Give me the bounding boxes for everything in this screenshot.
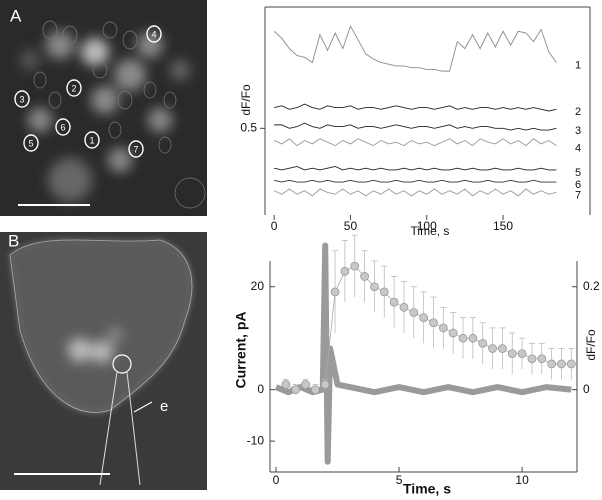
trace-label: 7 (575, 189, 581, 201)
fluorescence-point (360, 272, 369, 281)
fluorescence-point (419, 313, 429, 323)
current-trace (274, 242, 572, 465)
x-tick-label: 0 (273, 473, 280, 487)
y-axis-label: dF/Fo (239, 84, 253, 116)
fluorescence-point (330, 287, 340, 297)
fluorescence-point (507, 349, 517, 359)
y2-tick-label: 0 (583, 382, 590, 396)
y-tick-label: 20 (251, 279, 265, 293)
electrode-label: e (160, 398, 168, 415)
trace-label: 1 (575, 59, 581, 71)
fluorescence-point (291, 385, 301, 395)
trace (274, 103, 557, 112)
fluorescence-point (498, 344, 507, 353)
y2-tick-label: 0.2 (583, 279, 600, 293)
fluorescence-point (478, 338, 488, 348)
cell-label: 7 (133, 144, 138, 154)
fluorescence-point (320, 380, 330, 389)
fluorescence-point (379, 287, 389, 297)
fluorescence-point (340, 266, 350, 276)
x-tick-label: 5 (396, 473, 403, 487)
cell-marker (55, 118, 71, 136)
fluorescence-point (557, 359, 566, 369)
cell-marker (146, 25, 162, 43)
fluorescence-point (281, 380, 291, 389)
x-axis-label: Time, s (411, 224, 450, 238)
fluorescence-point (547, 359, 557, 369)
x-tick-label: 10 (515, 473, 529, 487)
panel-label: B (8, 231, 19, 250)
fluorescence-point (537, 354, 547, 364)
cell-marker (66, 79, 82, 97)
fluorescence-point (566, 359, 576, 369)
fluorescence-point (517, 349, 527, 359)
trace (274, 165, 557, 171)
cell-label: 2 (71, 83, 76, 93)
fluorescence-point (301, 380, 310, 389)
y-tick-label: 0 (257, 382, 264, 396)
trace-label: 3 (575, 125, 581, 137)
image-a (0, 0, 207, 216)
x-axis-label: Time, s (403, 481, 451, 497)
trace (273, 138, 557, 147)
trace-label: 2 (575, 106, 581, 118)
y-tick-label: -10 (247, 433, 265, 447)
x-tick-label: 100 (417, 219, 437, 233)
fluorescence-point (468, 333, 478, 343)
fluorescence-point (458, 333, 468, 343)
cell-marker (84, 131, 100, 149)
y-axis-label: Current, pA (233, 312, 249, 389)
cell-label: 6 (60, 122, 65, 132)
x-tick-label: 150 (493, 219, 513, 233)
trace (274, 179, 557, 183)
fluorescence-point (438, 323, 448, 333)
panel-label: A (10, 6, 22, 25)
cell-label: 5 (28, 138, 33, 148)
trace (274, 122, 557, 131)
x-tick-label: 50 (344, 219, 358, 233)
fluorescence-point (370, 282, 379, 292)
cell-marker (128, 140, 144, 158)
image-b (0, 232, 207, 490)
fluorescence-point (350, 261, 360, 271)
fluorescence-point (448, 328, 458, 338)
trace (273, 24, 557, 72)
fluorescence-point (310, 385, 320, 395)
trace-label: 6 (575, 179, 581, 191)
y-tick-label: 0.5 (240, 121, 257, 135)
fluorescence-point (389, 297, 399, 307)
trace-label: 5 (575, 167, 581, 179)
fluorescence-point (527, 354, 537, 364)
fluorescence-point (409, 308, 419, 317)
fluorescence-point (429, 318, 438, 328)
cell-marker (23, 134, 39, 152)
cell-label: 1 (89, 135, 94, 145)
cell-marker (14, 90, 30, 108)
cell-label: 3 (19, 94, 24, 104)
trace (273, 188, 557, 197)
y2-axis-label: dF/Fo (584, 329, 598, 361)
trace-label: 4 (575, 143, 581, 155)
fluorescence-point (488, 344, 497, 353)
cell-label: 4 (151, 29, 156, 39)
x-tick-label: 0 (271, 219, 278, 233)
fluorescence-point (399, 302, 409, 312)
